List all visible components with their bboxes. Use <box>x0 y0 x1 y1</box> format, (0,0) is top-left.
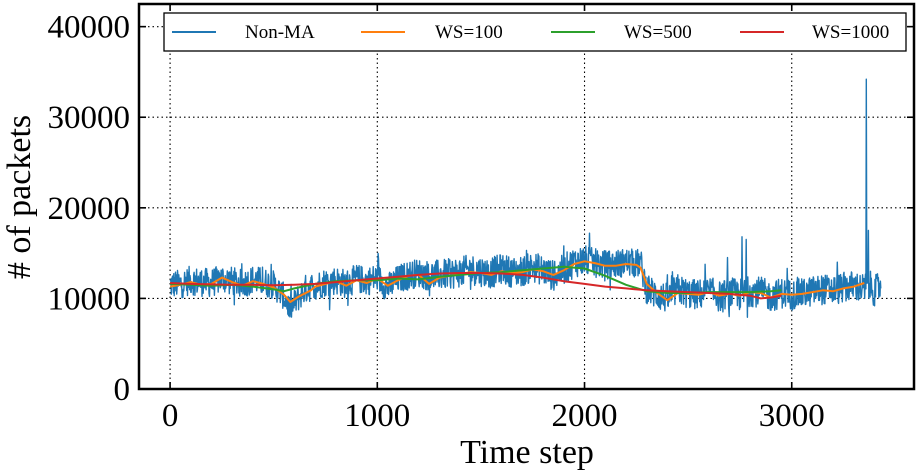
legend-label: WS=1000 <box>812 22 889 43</box>
x-axis-label: Time step <box>460 434 594 471</box>
plot-frame <box>137 2 916 391</box>
legend-label: WS=100 <box>435 22 503 43</box>
series-line-3 <box>170 272 782 300</box>
legend: Non-MA WS=100 WS=500 WS=1000 <box>163 12 907 52</box>
x-tick-label: 2000 <box>552 398 618 434</box>
x-tick-label: 3000 <box>759 398 825 434</box>
legend-label: WS=500 <box>624 22 692 43</box>
y-tick-label: 30000 <box>48 100 131 136</box>
x-tick-label: 1000 <box>344 398 410 434</box>
series-line-non-ma <box>169 78 882 318</box>
y-axis-label: # of packets <box>1 115 38 279</box>
plot-area <box>169 78 882 318</box>
x-tick-label: 0 <box>162 398 179 434</box>
legend-label: Non-MA <box>245 22 315 43</box>
series-line-1 <box>169 260 865 303</box>
y-tick-label: 20000 <box>48 191 131 227</box>
y-tick-label: 0 <box>114 372 131 408</box>
y-tick-label: 10000 <box>48 281 131 317</box>
y-tick-label: 40000 <box>48 10 131 46</box>
grid-lines <box>139 4 914 389</box>
